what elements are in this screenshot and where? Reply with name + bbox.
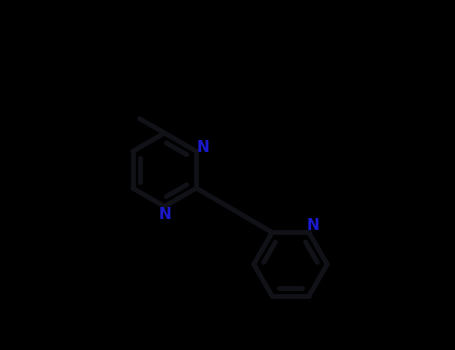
- Text: N: N: [197, 140, 209, 155]
- Text: N: N: [158, 207, 171, 222]
- Text: N: N: [306, 218, 319, 233]
